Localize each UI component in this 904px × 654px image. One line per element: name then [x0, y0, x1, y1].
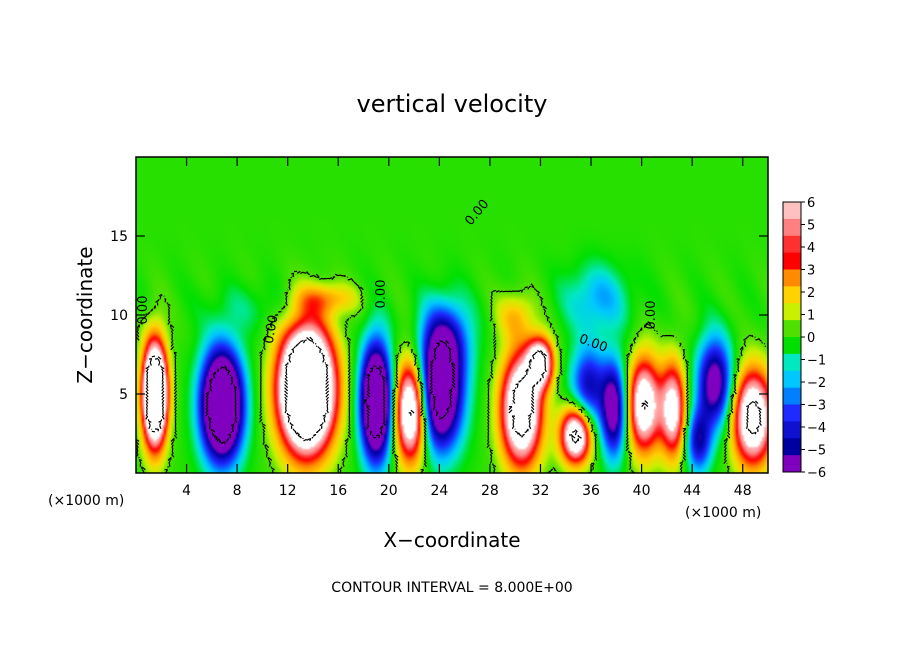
plot-area [135, 156, 769, 474]
colorbar-band [783, 455, 801, 473]
y-axis: 5 10 15 [110, 229, 768, 403]
x-tick-label: 12 [279, 483, 297, 499]
x-tick-label: 44 [683, 483, 701, 499]
colorbar-band [783, 286, 801, 304]
colorbar-band [783, 337, 801, 355]
colorbar-band [783, 235, 801, 254]
colorbar-label: −6 [807, 466, 826, 481]
colorbar-band [783, 202, 801, 220]
x-axis-label: X−coordinate [383, 528, 520, 552]
colorbar-band [783, 218, 801, 237]
x-axis: 4 8 12 16 20 24 28 32 36 40 44 48 [182, 157, 752, 499]
colorbar-label: −5 [807, 444, 826, 459]
colorbar-label: −3 [807, 399, 826, 414]
contour-line [205, 339, 456, 445]
x-tick-label: 16 [329, 483, 347, 499]
colorbar-label: 0 [807, 331, 815, 346]
colorbar-band [783, 320, 801, 338]
x-tick-label: 28 [481, 483, 499, 499]
contour-label: 0.00 [136, 296, 151, 325]
colorbar-band [783, 387, 801, 405]
contour-line [136, 270, 768, 473]
contour-interval-note: CONTOUR INTERVAL = 8.000E+00 [331, 580, 572, 596]
colorbar-label: 5 [807, 219, 815, 234]
colorbar-label: 6 [807, 196, 815, 211]
y-tick-label: 15 [110, 229, 128, 245]
y-tick-label: 10 [110, 308, 128, 324]
colorbar-band [783, 353, 801, 372]
colorbar-band [783, 303, 801, 321]
colorbar-label: 2 [807, 286, 815, 301]
colorbar-label: −4 [807, 421, 826, 436]
x-tick-label: 32 [532, 483, 550, 499]
x-unit-label-right: (×1000 m) [685, 505, 761, 521]
colorbar: 6 5 4 3 2 1 0 −1 −2 −3 −4 −5 −6 [782, 196, 826, 481]
colorbar-label: 4 [807, 241, 815, 256]
colorbar-band [783, 421, 801, 439]
y-axis-label: Z−coordinate [73, 246, 97, 383]
x-tick-label: 8 [233, 483, 242, 499]
x-tick-label: 4 [182, 483, 191, 499]
colorbar-band [783, 438, 801, 456]
contour-label: 0.00 [262, 314, 282, 345]
contour-line [145, 336, 762, 444]
chart-title: vertical velocity [357, 90, 548, 118]
x-unit-label-left: (×1000 m) [48, 493, 124, 509]
contour-label: 0.00 [374, 280, 389, 309]
y-tick-label: 5 [119, 387, 128, 403]
colorbar-band [783, 404, 801, 422]
colorbar-label: −2 [807, 376, 826, 391]
x-tick-label: 24 [430, 483, 448, 499]
heatmap-field [136, 157, 768, 473]
colorbar-band [783, 370, 801, 389]
colorbar-label: −1 [807, 354, 826, 369]
colorbar-band [783, 269, 801, 287]
contour-label: 0.00 [644, 301, 659, 330]
colorbar-label: 3 [807, 264, 815, 279]
x-tick-label: 20 [380, 483, 398, 499]
x-tick-label: 36 [582, 483, 600, 499]
x-tick-label: 40 [633, 483, 651, 499]
colorbar-band [783, 252, 801, 270]
x-tick-label: 48 [734, 483, 752, 499]
contour-lines [136, 270, 768, 473]
colorbar-label: 1 [807, 309, 815, 324]
